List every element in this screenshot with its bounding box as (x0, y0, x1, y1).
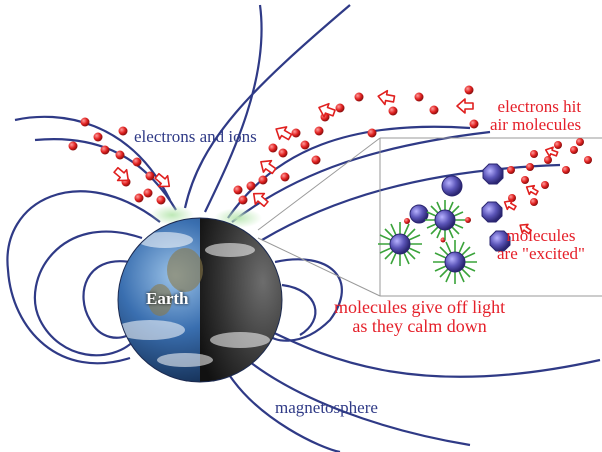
molecule-starburst (378, 200, 477, 284)
label-electrons-hit-air-molecules: electrons hit air molecules (490, 98, 581, 134)
inset-box (257, 137, 602, 297)
label-line: molecules (506, 226, 576, 245)
label-line: as they calm down (352, 315, 487, 336)
label-electrons-and-ions: electrons and ions (134, 127, 257, 146)
label-line: molecules give off light (334, 297, 506, 317)
arrow-icons (113, 89, 559, 235)
label-line: are "excited" (497, 243, 585, 263)
label-molecules-give-off-light: molecules give off light as they calm do… (334, 298, 505, 336)
label-molecules-excited: molecules are "excited" (497, 227, 585, 263)
excited-molecules (409, 163, 511, 252)
label-magnetosphere: magnetosphere (275, 398, 378, 417)
label-earth: Earth (146, 289, 189, 308)
label-line: air molecules (490, 114, 582, 134)
label-line: electrons hit (497, 97, 582, 116)
electron-dots (68, 85, 592, 243)
